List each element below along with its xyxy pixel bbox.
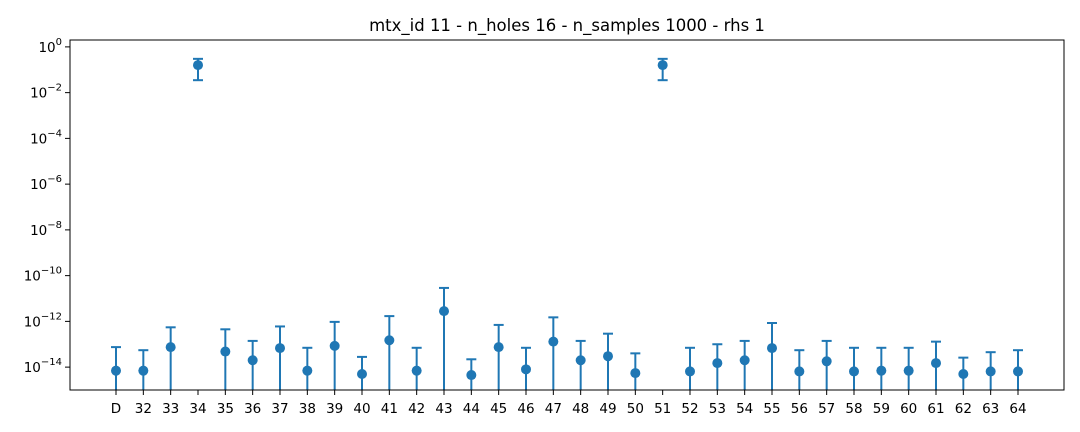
y-tick-label: 10−2 <box>30 83 62 102</box>
x-tick-label: 58 <box>845 401 862 417</box>
y-tick-label: 10−12 <box>24 311 62 330</box>
data-point <box>521 364 531 375</box>
y-tick-label-exponent: −6 <box>47 174 62 185</box>
data-point <box>439 306 449 317</box>
x-tick-label: 36 <box>244 401 261 417</box>
data-point <box>411 365 422 376</box>
x-tick-label: 33 <box>162 401 179 417</box>
y-tick-label-exponent: 0 <box>56 37 62 48</box>
data-point <box>548 336 559 347</box>
y-tick-label-exponent: −4 <box>47 128 62 139</box>
x-tick-label: 59 <box>873 401 890 417</box>
x-tick-label: 50 <box>627 401 644 417</box>
x-tick-label: 38 <box>299 401 316 417</box>
data-point <box>794 366 805 377</box>
data-point <box>466 370 477 381</box>
x-tick-label: 57 <box>818 401 835 417</box>
data-point <box>821 356 832 367</box>
x-tick-label: 55 <box>763 401 780 417</box>
y-tick-label-base: 10 <box>30 86 47 102</box>
x-tick-label: 32 <box>135 401 152 417</box>
plot-frame <box>69 39 1065 391</box>
data-point <box>739 355 750 366</box>
y-tick-label-base: 10 <box>24 314 41 330</box>
x-tick-label: 60 <box>900 401 917 417</box>
data-point <box>220 346 231 357</box>
data-point <box>111 365 121 376</box>
x-tick-label: 48 <box>572 401 589 417</box>
data-point <box>275 343 285 354</box>
x-tick-label: D <box>111 401 121 417</box>
y-tick-label: 10−14 <box>24 357 62 376</box>
y-tick-label: 10−6 <box>30 174 62 193</box>
y-tick-label-base: 10 <box>24 360 41 376</box>
data-point <box>302 365 313 376</box>
x-tick-label: 40 <box>353 401 370 417</box>
y-tick-label-base: 10 <box>38 40 55 56</box>
data-point <box>575 355 586 366</box>
data-point <box>685 366 695 377</box>
data-point <box>165 342 176 353</box>
x-tick-label: 53 <box>709 401 726 417</box>
data-point <box>630 368 641 379</box>
data-point <box>931 358 941 369</box>
data-point <box>493 342 504 353</box>
data-point <box>985 366 996 377</box>
x-tick-label: 45 <box>490 401 507 417</box>
data-point <box>138 365 149 376</box>
x-tick-label: 63 <box>982 401 999 417</box>
x-tick-label: 46 <box>517 401 534 417</box>
data-point <box>193 60 203 71</box>
y-tick-label: 10−4 <box>30 128 62 147</box>
data-point <box>876 365 887 376</box>
y-tick-label-exponent: −2 <box>47 83 62 94</box>
y-tick-label-base: 10 <box>30 177 47 193</box>
x-tick-label: 34 <box>189 401 206 417</box>
data-point <box>384 335 395 346</box>
x-tick-label: 49 <box>599 401 616 417</box>
y-tick-label-base: 10 <box>30 131 47 147</box>
data-point <box>849 366 859 377</box>
y-tick-label: 10−8 <box>30 220 62 239</box>
data-point <box>712 358 723 369</box>
data-point <box>767 343 777 354</box>
y-tick-label-base: 10 <box>30 223 47 239</box>
y-tick-label-exponent: −12 <box>41 311 62 322</box>
data-point <box>657 60 668 71</box>
x-tick-label: 52 <box>681 401 698 417</box>
y-tick-label-exponent: −14 <box>41 357 62 368</box>
data-point <box>1013 366 1023 377</box>
x-tick-label: 51 <box>654 401 671 417</box>
x-tick-label: 39 <box>326 401 343 417</box>
data-point <box>357 369 367 380</box>
x-tick-label: 43 <box>435 401 452 417</box>
data-point <box>958 369 969 380</box>
plot-area <box>111 57 1023 390</box>
y-tick-label-exponent: −8 <box>47 220 62 231</box>
x-tick-label: 62 <box>955 401 972 417</box>
x-tick-label: 44 <box>463 401 480 417</box>
x-tick-label: 42 <box>408 401 425 417</box>
data-point <box>603 351 613 362</box>
data-point <box>247 355 258 366</box>
y-tick-label-exponent: −10 <box>41 266 62 277</box>
y-tick-label: 100 <box>38 37 62 56</box>
data-point <box>329 340 340 351</box>
y-tick-label: 10−10 <box>24 266 62 285</box>
x-tick-label: 37 <box>271 401 288 417</box>
x-tick-label: 56 <box>791 401 808 417</box>
chart-title: mtx_id 11 - n_holes 16 - n_samples 1000 … <box>369 16 765 36</box>
y-tick-label-base: 10 <box>24 269 41 285</box>
x-tick-label: 54 <box>736 401 753 417</box>
x-tick-label: 41 <box>381 401 398 417</box>
x-tick-label: 47 <box>545 401 562 417</box>
x-tick-label: 64 <box>1009 401 1026 417</box>
x-axis: D 32 33 34 35 36 37 38 39 40 41 42 43 44 45 46 47 48 49 50 5… <box>111 390 1027 417</box>
x-tick-label: 61 <box>927 401 944 417</box>
x-tick-label: 35 <box>217 401 234 417</box>
data-point <box>903 365 914 376</box>
